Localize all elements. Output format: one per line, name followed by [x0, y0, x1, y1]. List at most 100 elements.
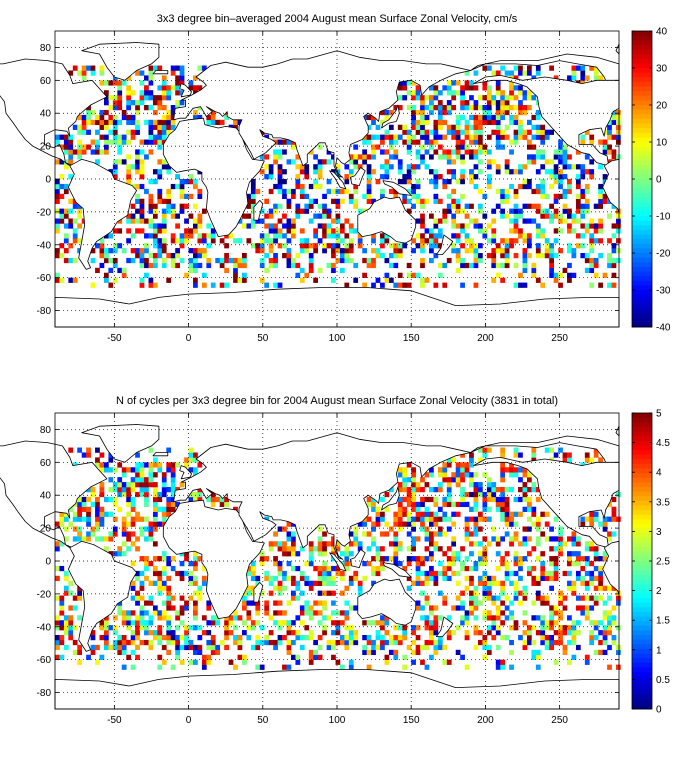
bin-cell	[135, 625, 140, 631]
bin-cell	[224, 615, 229, 621]
bin-cell	[433, 243, 439, 249]
bin-cell	[406, 491, 412, 498]
bin-cell	[553, 164, 559, 170]
bin-cell	[144, 501, 149, 508]
coastline-alaskaRange	[473, 75, 620, 167]
bin-cell	[495, 119, 501, 126]
bin-cell	[135, 491, 140, 498]
bin-cell	[469, 149, 474, 155]
bin-cell	[170, 114, 176, 121]
bin-cell	[290, 262, 296, 269]
bin-cell	[549, 625, 554, 631]
bin-cell	[562, 203, 568, 209]
bin-cell	[451, 541, 457, 547]
bin-cell	[415, 516, 421, 522]
bin-cell	[371, 149, 376, 155]
bin-cell	[589, 541, 595, 547]
bin-cell	[277, 179, 283, 185]
bin-cell	[99, 65, 105, 71]
bin-cell	[179, 208, 185, 214]
bin-cell	[544, 447, 550, 453]
bin-cell	[299, 610, 305, 616]
bin-cell	[317, 164, 323, 170]
bin-cell	[286, 262, 292, 269]
bin-cell	[420, 124, 425, 130]
bin-cell	[308, 267, 314, 274]
bin-cell	[148, 223, 154, 229]
bin-cell	[562, 570, 568, 577]
bin-cell	[397, 487, 403, 493]
bin-cell	[99, 635, 105, 641]
bin-cell	[535, 521, 541, 527]
bin-cell	[59, 516, 65, 522]
bin-cell	[237, 262, 243, 269]
bin-cell	[273, 183, 278, 190]
bin-cell	[406, 90, 412, 96]
bin-cell	[549, 639, 554, 646]
bin-cell	[117, 491, 123, 498]
bin-cell	[491, 253, 497, 259]
bin-cell	[393, 531, 399, 537]
bin-cell	[112, 257, 118, 264]
bin-cell	[469, 551, 474, 557]
bin-cell	[598, 556, 603, 562]
bin-cell	[290, 595, 296, 601]
bin-cell	[135, 516, 140, 522]
bin-cell	[126, 467, 131, 473]
bin-cell	[135, 615, 140, 621]
bin-cell	[522, 248, 528, 254]
bin-cell	[388, 139, 394, 145]
bin-cell	[504, 105, 510, 111]
bin-cell	[344, 188, 350, 195]
bin-cell	[482, 452, 488, 458]
bin-cell	[420, 203, 425, 209]
bin-cell	[344, 179, 350, 185]
bin-cell	[491, 635, 497, 641]
bin-cell	[126, 154, 131, 160]
bin-cell	[197, 253, 203, 259]
bin-cell	[518, 183, 523, 190]
bin-cell	[388, 253, 394, 259]
bin-cell	[201, 208, 207, 214]
bin-cell	[286, 228, 292, 234]
bin-cell	[388, 635, 394, 641]
colorbar-swatch	[632, 197, 652, 203]
bin-cell	[348, 223, 354, 229]
bin-cell	[290, 575, 296, 582]
bin-cell	[299, 277, 305, 283]
bin-cell	[273, 585, 278, 591]
bin-cell	[518, 90, 523, 96]
bin-cell	[308, 610, 314, 616]
bin-cell	[464, 213, 470, 219]
bin-cell	[429, 635, 434, 641]
bin-cell	[384, 630, 390, 636]
bin-cell	[513, 218, 519, 224]
bin-cell	[273, 600, 278, 606]
bin-cell	[607, 501, 612, 508]
bin-cell	[424, 620, 430, 626]
bin-cell	[188, 179, 194, 185]
bin-cell	[193, 277, 198, 283]
bin-cell	[179, 70, 185, 76]
bin-cell	[406, 105, 412, 111]
bin-cell	[611, 248, 617, 254]
bin-cell	[522, 487, 528, 493]
bin-cell	[518, 272, 523, 278]
bin-cell	[77, 501, 83, 508]
bin-cell	[437, 105, 443, 111]
bin-cell	[446, 193, 452, 200]
colorbar-swatch	[632, 266, 652, 272]
bin-cell	[491, 262, 497, 269]
bin-cell	[397, 546, 403, 552]
bin-cell	[607, 253, 612, 259]
bin-cell	[348, 193, 354, 200]
bin-cell	[482, 496, 488, 503]
bin-cell	[371, 639, 376, 646]
bin-cell	[598, 649, 603, 656]
bin-cell	[112, 248, 118, 254]
bin-cell	[126, 491, 131, 498]
bin-cell	[584, 253, 590, 259]
bin-cell	[63, 139, 69, 145]
bin-cell	[95, 144, 100, 150]
